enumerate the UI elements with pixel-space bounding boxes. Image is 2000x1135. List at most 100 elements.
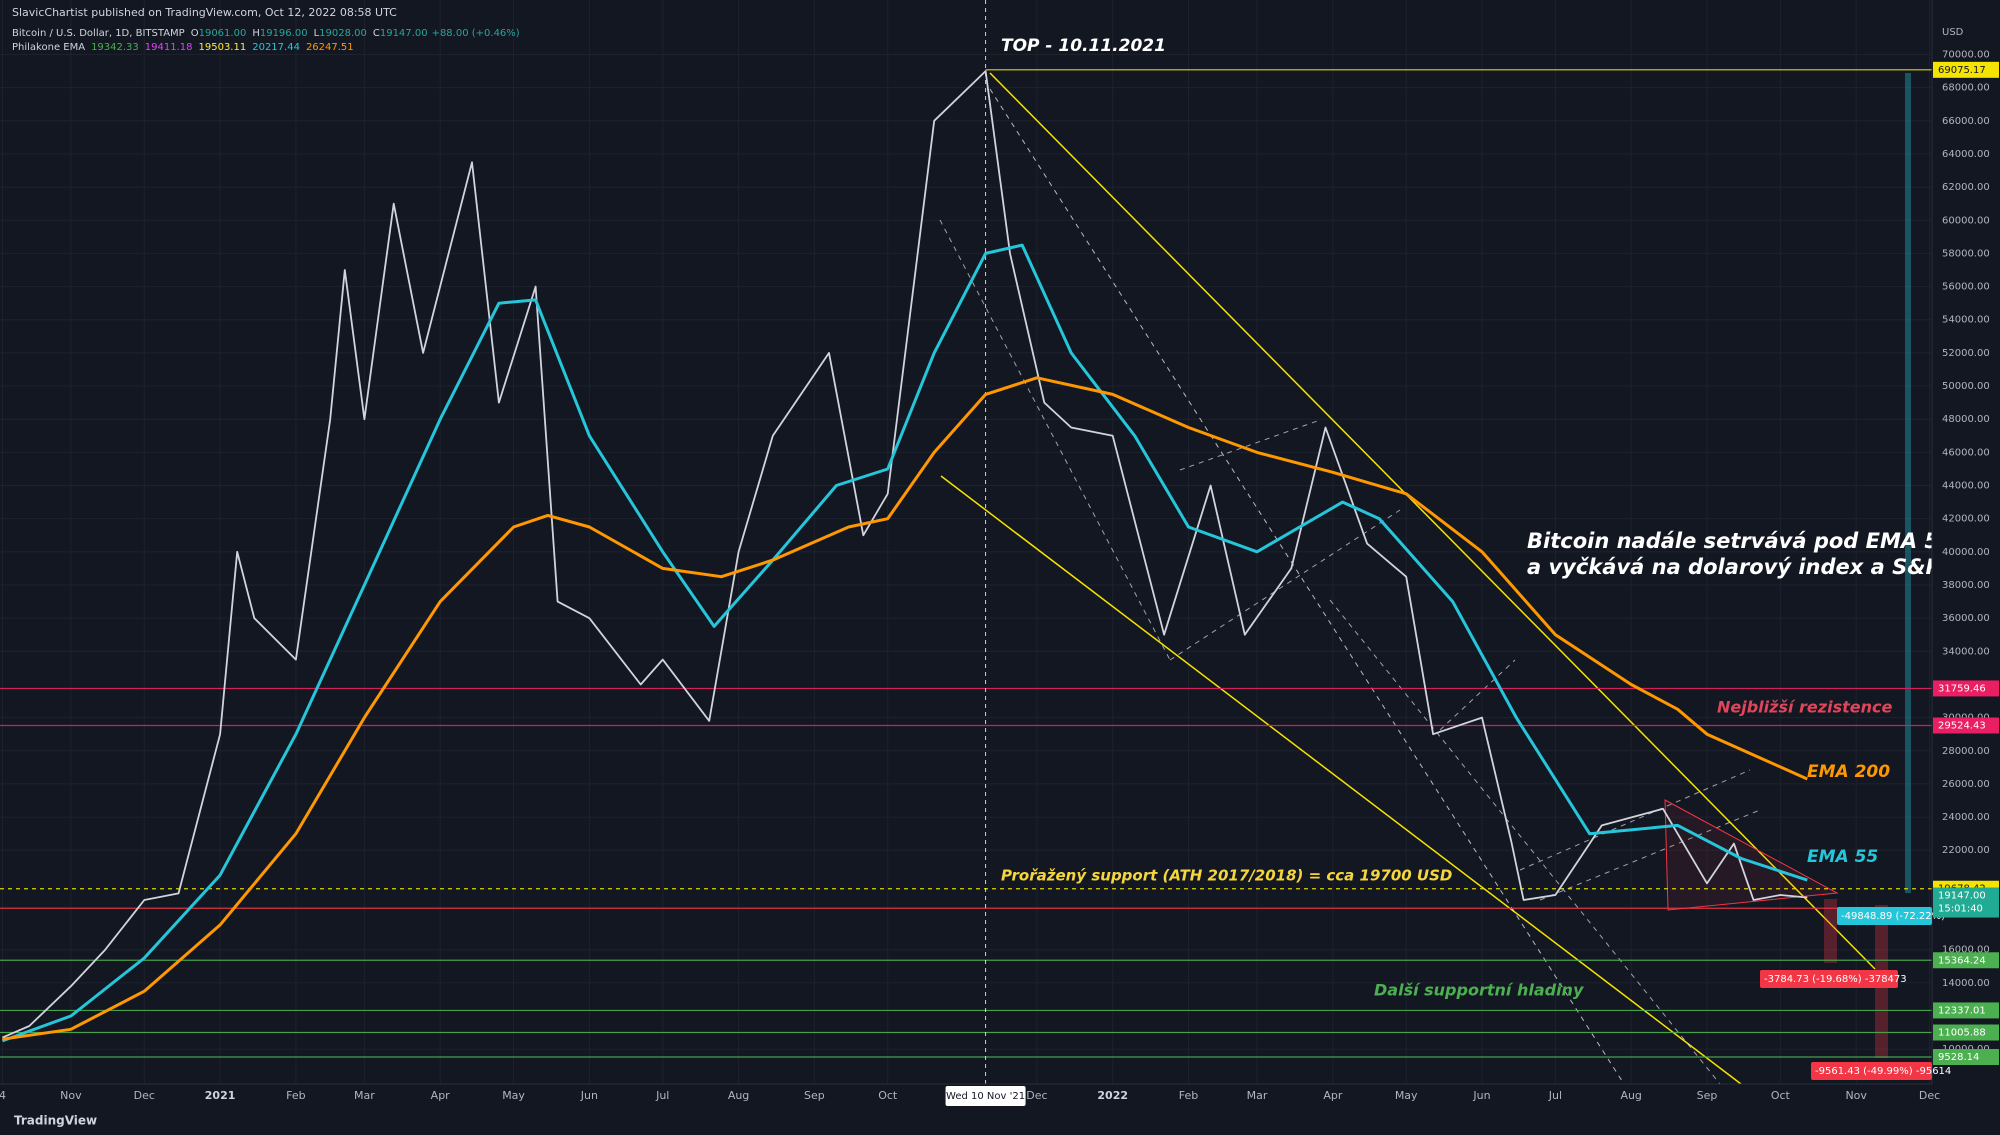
measure-box — [1905, 73, 1911, 893]
y-tick-label: 34000.00 — [1942, 646, 1990, 657]
footer: TradingView — [14, 1114, 97, 1128]
indicator-value: 19342.33 — [91, 42, 139, 53]
ohlc-value: 19196.00 — [260, 28, 308, 39]
last-price: 19147.00 — [1938, 891, 1986, 902]
x-tick-label: 4 — [0, 1089, 6, 1102]
dashed-line — [1329, 599, 1721, 1085]
level-label-bg — [1933, 952, 1999, 969]
annotation: a vyčkává na dolarový index a S&P50 — [1527, 555, 1970, 579]
dashed-line — [1439, 659, 1516, 731]
y-tick-label: 46000.00 — [1942, 447, 1990, 458]
y-tick-label: 22000.00 — [1942, 845, 1990, 856]
annotation: Nejbližší rezistence — [1717, 698, 1892, 717]
annotation: TOP - 10.11.2021 — [1001, 36, 1166, 56]
x-tick-label: Mar — [1247, 1089, 1268, 1102]
x-tick-label: Sep — [1697, 1089, 1718, 1102]
legend-symbol: Bitcoin / U.S. Dollar, 1D, BITSTAMP — [12, 28, 185, 39]
trend-line — [940, 475, 1742, 1085]
dashed-line — [989, 88, 1625, 1085]
x-tick-label: May — [1395, 1089, 1418, 1102]
ohlc-key: C — [373, 28, 380, 39]
measure-label: -9561.43 (-49.99%) -95614 — [1815, 1066, 1951, 1077]
measure-label: -3784.73 (-19.68%) -378473 — [1764, 974, 1907, 985]
x-tick-label: 2021 — [205, 1089, 236, 1102]
ohlc-key: L — [314, 28, 320, 39]
dashed-line — [1519, 769, 1751, 871]
ohlc-key: O — [191, 28, 199, 39]
x-tick-label: Apr — [1323, 1089, 1343, 1102]
ohlc-value: 19028.00 — [319, 28, 367, 39]
x-tick-label: Dec — [1026, 1089, 1047, 1102]
indicator-value: 19503.11 — [199, 42, 247, 53]
y-tick-label: 42000.00 — [1942, 514, 1990, 525]
dashed-line — [1179, 419, 1321, 471]
level-label: 31759.46 — [1938, 683, 1986, 694]
y-tick-label: 58000.00 — [1942, 248, 1990, 259]
level-label-bg — [1933, 1002, 1999, 1019]
level-label: 29524.43 — [1938, 721, 1986, 732]
ohlc-value: +88.00 (+0.46%) — [432, 28, 520, 39]
y-tick-label: 40000.00 — [1942, 547, 1990, 558]
ohlc-value: 19147.00 — [380, 28, 428, 39]
level-label: 11005.88 — [1938, 1028, 1986, 1039]
annotation: Další supportní hladiny — [1374, 981, 1584, 1000]
x-tick-label: 2022 — [1097, 1089, 1128, 1102]
indicator-value: 26247.51 — [306, 42, 354, 53]
measure-box — [1824, 899, 1837, 963]
x-tick-label: Aug — [1620, 1089, 1641, 1102]
measure-label-bg — [1760, 970, 1898, 988]
y-tick-label: 36000.00 — [1942, 613, 1990, 624]
measure-label-bg — [1811, 1062, 1932, 1080]
y-tick-label: 52000.00 — [1942, 348, 1990, 359]
indicator-value: 19411.18 — [145, 42, 193, 53]
level-label: 12337.01 — [1938, 1005, 1986, 1016]
y-tick-label: 16000.00 — [1942, 945, 1990, 956]
y-tick-label: 44000.00 — [1942, 481, 1990, 492]
crosshair-label: Wed 10 Nov '21 — [946, 1091, 1025, 1102]
y-tick-label: 50000.00 — [1942, 381, 1990, 392]
x-tick-label: Jul — [1548, 1089, 1562, 1102]
x-tick-label: Jul — [655, 1089, 669, 1102]
y-tick-label: 26000.00 — [1942, 779, 1990, 790]
series-line — [2, 70, 1808, 1039]
trend-line — [989, 72, 1876, 970]
countdown: 15:01:40 — [1938, 904, 1983, 915]
grid — [0, 0, 1932, 1084]
level-label-bg — [1933, 61, 1999, 78]
series-label: EMA 55 — [1807, 847, 1878, 867]
x-tick-label: Oct — [1771, 1089, 1791, 1102]
x-tick-label: Sep — [804, 1089, 825, 1102]
level-label-bg — [1933, 680, 1999, 697]
plot: EMA 200 EMA 55 TOP - 10.11.2021 Bitcoin nad… — [0, 0, 1970, 1084]
legend: Bitcoin / U.S. Dollar, 1D, BITSTAMP O1906… — [12, 28, 520, 39]
y-tick-label: 66000.00 — [1942, 116, 1990, 127]
y-tick-label: 68000.00 — [1942, 83, 1990, 94]
y-tick-label: 48000.00 — [1942, 414, 1990, 425]
series-line — [2, 376, 1808, 1041]
last-price-bg — [1933, 887, 1999, 918]
indicator-value: 20217.44 — [252, 42, 300, 53]
x-tick-label: Nov — [1845, 1089, 1867, 1102]
y-tick-label: 62000.00 — [1942, 182, 1990, 193]
x-tick-label: Feb — [286, 1089, 305, 1102]
level-label: 9528.14 — [1938, 1052, 1979, 1063]
series-line — [1, 243, 1808, 1043]
x-tick-label: Feb — [1179, 1089, 1198, 1102]
y-tick-label: 70000.00 — [1942, 49, 1990, 60]
level-label-bg — [1933, 717, 1999, 734]
x-tick-label: Aug — [728, 1089, 749, 1102]
y-tick-label: 64000.00 — [1942, 149, 1990, 160]
x-tick-label: Mar — [354, 1089, 375, 1102]
dashed-line — [939, 219, 1171, 661]
x-tick-label: May — [502, 1089, 525, 1102]
measure-label-bg — [1837, 907, 1932, 925]
price-axis — [1932, 0, 2000, 1135]
ohlc-value: 19061.00 — [199, 28, 247, 39]
indicator-name: Philakone EMA — [12, 42, 85, 53]
annotation: Bitcoin nadále setrvává pod EMA 55 — [1527, 529, 1954, 553]
x-tick-label: Jun — [580, 1089, 598, 1102]
y-tick-label: 38000.00 — [1942, 580, 1990, 591]
level-label-bg — [1933, 1024, 1999, 1041]
y-tick-label: 24000.00 — [1942, 812, 1990, 823]
